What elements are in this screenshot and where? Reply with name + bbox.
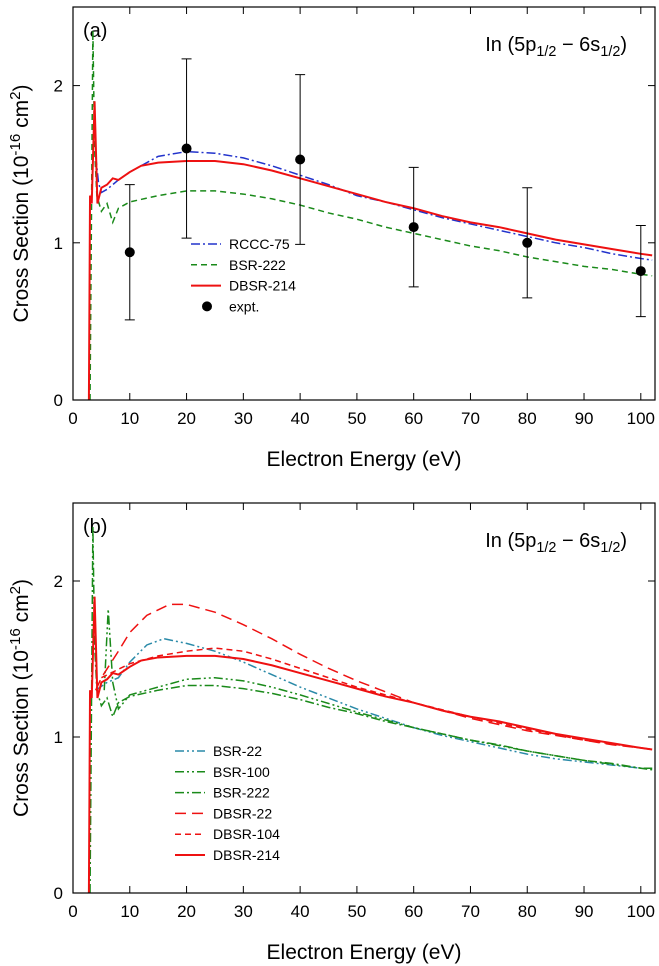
x-tick-label: 70 <box>461 902 480 921</box>
y-tick-label: 2 <box>54 572 63 591</box>
script-text: 1/2 <box>600 540 620 556</box>
x-tick-label: 100 <box>627 409 655 428</box>
script-text: 1/2 <box>536 44 556 60</box>
series-line <box>101 647 653 751</box>
x-tick-label: 90 <box>575 409 594 428</box>
x-tick-label: 80 <box>518 902 537 921</box>
x-tick-label: 30 <box>234 902 253 921</box>
x-tick-label: 90 <box>575 902 594 921</box>
data-point <box>295 154 306 165</box>
script-text: 1/2 <box>600 44 620 60</box>
series-line <box>87 101 653 400</box>
legend-label: DBSR-214 <box>229 278 296 294</box>
x-tick-label: 50 <box>347 409 366 428</box>
x-tick-label: 60 <box>404 902 423 921</box>
series-line <box>89 526 653 893</box>
text-part: Cross Section (10 <box>10 156 33 323</box>
script-text: -16 <box>7 134 24 156</box>
x-tick-label: 40 <box>291 902 310 921</box>
legend-label: DBSR-214 <box>213 847 280 863</box>
y-tick-label: 0 <box>54 884 63 903</box>
text-part: ) <box>10 85 33 92</box>
script-text: 2 <box>7 92 24 100</box>
x-tick-label: 20 <box>177 409 196 428</box>
y-tick-label: 1 <box>54 728 63 747</box>
text-part: − 6s <box>556 530 600 552</box>
legend-label: expt. <box>229 298 259 314</box>
series-line <box>95 603 653 751</box>
x-tick-label: 10 <box>120 409 139 428</box>
script-text: 1/2 <box>536 540 556 556</box>
legend-label: BSR-222 <box>229 257 286 273</box>
legend-label: BSR-22 <box>213 743 262 759</box>
text-part: cm <box>10 594 33 628</box>
x-tick-label: 0 <box>68 902 77 921</box>
text-part: − 6s <box>556 34 600 56</box>
text-part: ) <box>620 530 627 552</box>
x-tick-label: 20 <box>177 902 196 921</box>
y-axis-label: Cross Section (10-16 cm2) <box>7 579 33 817</box>
data-point <box>522 237 533 248</box>
series-line <box>95 637 653 769</box>
text-part: In (5p <box>485 34 536 56</box>
x-tick-label: 100 <box>627 902 655 921</box>
x-axis-label: Electron Energy (eV) <box>267 941 462 964</box>
x-tick-label: 40 <box>291 409 310 428</box>
data-point <box>635 266 646 277</box>
x-tick-label: 30 <box>234 409 253 428</box>
y-tick-label: 1 <box>54 234 63 253</box>
y-tick-label: 2 <box>54 77 63 96</box>
x-axis-label: Electron Energy (eV) <box>267 448 462 471</box>
plot-area <box>87 526 653 893</box>
y-tick-label: 0 <box>54 391 63 410</box>
series-line <box>103 609 653 769</box>
script-text: 2 <box>7 586 24 594</box>
x-tick-label: 10 <box>120 902 139 921</box>
legend-label: DBSR-104 <box>213 826 280 842</box>
series-line <box>94 150 653 261</box>
text-part: Cross Section (10 <box>10 650 33 817</box>
panel-label: (b) <box>83 516 107 538</box>
data-point <box>124 247 135 258</box>
series-line <box>89 30 653 400</box>
legend-label: RCCC-75 <box>229 236 290 252</box>
data-point <box>408 222 419 233</box>
x-tick-label: 50 <box>347 902 366 921</box>
script-text: -16 <box>7 628 24 650</box>
series-line <box>87 596 653 893</box>
legend-label: DBSR-22 <box>213 805 272 821</box>
panel-label: (a) <box>83 20 107 42</box>
panel: 0 10 20 30 40 50 60 70 80 90 100 0 1 2 Electron Energy… <box>7 6 656 471</box>
text-part: ) <box>10 579 33 586</box>
x-tick-label: 60 <box>404 409 423 428</box>
legend-marker <box>202 301 212 312</box>
annotation: In (5p1/2 − 6s1/2) <box>485 34 627 60</box>
y-axis-label: Cross Section (10-16 cm2) <box>7 85 33 323</box>
data-point <box>181 143 192 154</box>
legend-label: BSR-100 <box>213 764 270 780</box>
plot-frame <box>72 6 656 401</box>
text-part: ) <box>620 34 627 56</box>
x-tick-label: 80 <box>518 409 537 428</box>
plot-area <box>87 30 653 400</box>
text-part: cm <box>10 100 33 134</box>
text-part: In (5p <box>485 530 536 552</box>
panel: 0 10 20 30 40 50 60 70 80 90 100 0 1 2 Electron Energy… <box>7 502 656 964</box>
annotation: In (5p1/2 − 6s1/2) <box>485 530 627 556</box>
x-tick-label: 0 <box>68 409 77 428</box>
x-tick-label: 70 <box>461 409 480 428</box>
plot-frame <box>72 502 656 894</box>
legend-label: BSR-222 <box>213 785 270 801</box>
